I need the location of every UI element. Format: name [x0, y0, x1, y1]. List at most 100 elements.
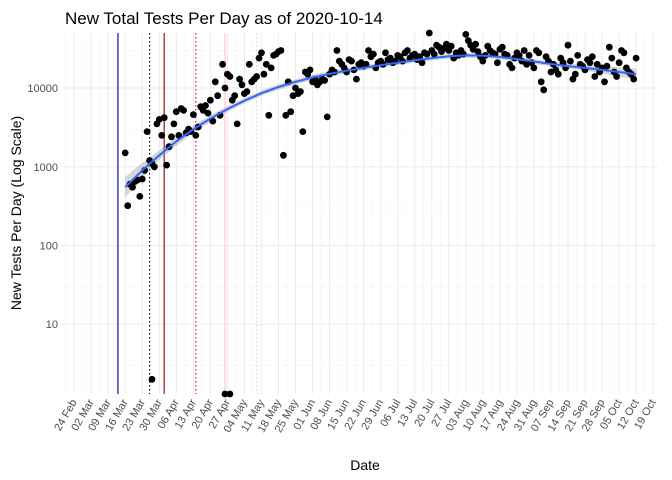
reference-lines [117, 33, 258, 394]
chart-title: New Total Tests Per Day as of 2020-10-14 [65, 9, 383, 28]
data-point [172, 108, 180, 116]
data-point [160, 114, 168, 122]
data-point [571, 70, 579, 78]
data-point [214, 92, 222, 100]
data-point [280, 151, 287, 159]
data-point [265, 111, 273, 119]
data-point [630, 75, 638, 83]
data-point [370, 50, 377, 58]
data-point [605, 43, 613, 51]
data-point [168, 133, 175, 141]
data-point [348, 57, 355, 65]
y-tick-label: 100 [40, 241, 58, 253]
data-point [418, 59, 426, 67]
data-point [540, 86, 548, 94]
y-tick-label: 10000 [27, 83, 58, 95]
data-point [425, 29, 433, 37]
data-point [591, 73, 599, 80]
data-point [423, 50, 431, 58]
data-point [430, 50, 438, 58]
data-point [207, 96, 214, 104]
grid [62, 33, 658, 394]
data-point [479, 57, 487, 65]
y-tick-label: 10 [46, 319, 58, 331]
data-point [143, 128, 151, 136]
data-point [267, 64, 275, 72]
data-point [221, 390, 229, 398]
data-point [564, 41, 572, 49]
y-axis-title: New Tests Per Day (Log Scale) [8, 116, 24, 310]
data-point [554, 70, 562, 78]
data-point [353, 75, 360, 83]
data-point [520, 47, 528, 54]
data-point [530, 64, 538, 72]
data-point [124, 202, 132, 210]
data-point [238, 81, 246, 89]
data-point [163, 161, 171, 169]
data-point [299, 128, 307, 136]
data-point [333, 47, 341, 54]
data-point [586, 59, 594, 67]
data-point [175, 132, 183, 139]
data-point [202, 102, 209, 109]
y-tick-label: 1000 [34, 162, 58, 174]
data-point [121, 149, 129, 157]
data-point [515, 52, 523, 59]
data-point [608, 54, 616, 62]
data-point [603, 62, 611, 70]
data-point [231, 92, 239, 100]
data-point [219, 60, 227, 68]
y-axis-ticks: 10 100 1000 10000 [27, 83, 58, 331]
smooth-line [124, 54, 637, 188]
data-point [236, 75, 244, 83]
data-point [535, 49, 543, 57]
data-point [615, 59, 623, 67]
data-point [136, 193, 144, 200]
data-point [233, 120, 241, 128]
data-point [170, 120, 178, 128]
data-point [601, 78, 608, 86]
data-point [416, 53, 423, 61]
data-point [138, 175, 146, 183]
data-point [462, 31, 470, 38]
smooth-trend-line [124, 54, 637, 188]
data-point [277, 47, 285, 54]
data-point [574, 52, 582, 59]
data-point [151, 163, 158, 171]
data-point [494, 59, 501, 67]
data-point [474, 48, 482, 55]
data-point [404, 47, 411, 54]
data-point [498, 43, 506, 51]
data-point [508, 64, 516, 72]
data-point [588, 53, 596, 61]
data-point [323, 113, 331, 121]
data-point [258, 49, 265, 57]
data-point [537, 78, 545, 86]
data-point [292, 84, 299, 92]
data-point [306, 66, 314, 74]
data-point [243, 88, 251, 95]
data-point [567, 57, 574, 65]
data-point [365, 47, 372, 54]
data-point [620, 49, 628, 57]
data-point [211, 78, 219, 86]
data-point [282, 111, 290, 119]
data-point [472, 40, 479, 48]
data-point [221, 84, 229, 92]
data-point [226, 73, 234, 80]
data-point [190, 111, 197, 118]
data-point [148, 375, 156, 383]
data-point [158, 132, 166, 139]
data-point [321, 77, 329, 84]
data-point [362, 60, 370, 68]
data-point [593, 60, 601, 68]
data-point [632, 54, 640, 62]
data-point [255, 54, 263, 62]
data-point [525, 52, 533, 59]
data-point [204, 109, 212, 117]
data-point [253, 73, 260, 80]
data-point [613, 73, 620, 80]
data-point [209, 117, 217, 125]
data-point [260, 70, 268, 78]
